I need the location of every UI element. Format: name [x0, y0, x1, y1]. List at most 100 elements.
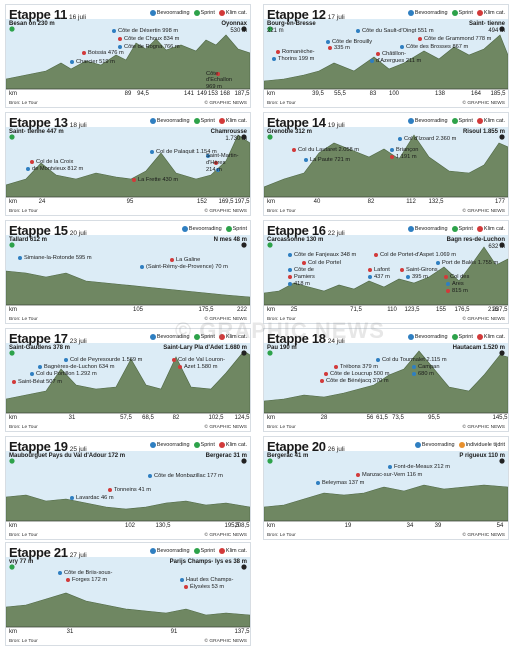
legend-label: Bevoorrading — [421, 442, 455, 448]
legend-item-supply: Bevoorrading — [149, 334, 190, 340]
label-pin — [214, 161, 218, 165]
supply-icon — [407, 334, 414, 340]
label-pin — [140, 265, 144, 269]
profile-label: 418 m — [294, 281, 310, 287]
credit-note: © GRAPHIC NEWS — [204, 101, 247, 106]
profile-label: Côte de — [294, 267, 314, 273]
legend-item-climb: Klim cat. — [476, 334, 505, 340]
source-note: Bron: Le Tour — [9, 533, 38, 538]
km-tick-label: 102 — [124, 523, 136, 529]
profile-area — [264, 134, 508, 198]
legend-item-supply: Bevoorrading — [407, 334, 448, 340]
km-tick-label: 89 — [124, 91, 132, 97]
label-pin — [288, 275, 292, 279]
stage-title: Etappe 18 — [267, 331, 326, 346]
profile-area — [264, 350, 508, 414]
legend-item-sprint: Sprint — [451, 10, 473, 16]
km-tick-label: 31 — [68, 415, 76, 421]
label-pin — [356, 29, 360, 33]
profile-label: Port de Balès 1.755 m — [442, 260, 499, 266]
label-pin — [374, 253, 378, 257]
profile-area — [6, 270, 250, 306]
sprint-icon — [225, 226, 232, 232]
profile-label: Saint-Martin- — [206, 153, 239, 159]
stage-title: Etappe 11 — [9, 7, 67, 22]
label-pin — [206, 154, 210, 158]
legend-item-supply: Bevoorrading — [181, 226, 222, 232]
km-tick-label: 19 — [344, 523, 352, 529]
km-tick-label: 169,5 — [218, 199, 234, 205]
elevation-profile — [6, 451, 250, 522]
legend-label: Bevoorrading — [414, 118, 448, 124]
legend-label: Klim cat. — [225, 548, 247, 554]
km-tick-label: 100 — [388, 91, 400, 97]
profile-label: Saint-Girons — [406, 267, 438, 273]
label-pin — [368, 275, 372, 279]
profile-label: Col du Tourmalet 2.115 m — [382, 357, 447, 363]
start-marker — [267, 242, 273, 248]
stage-panel-etappe-11: Etappe 11 16 juli Bevoorrading Sprint Klim c… — [5, 4, 251, 108]
label-pin — [272, 57, 276, 61]
label-pin — [82, 51, 86, 55]
profile-label: Col d'Izoard 2.360 m — [404, 136, 457, 142]
credit-note: © GRAPHIC NEWS — [204, 639, 247, 644]
profile-label: Col de Palaquit 1.154 m — [156, 149, 217, 155]
finish-place: Saint-Lary Pla d'Adet 1.680 m — [163, 345, 247, 351]
legend-item-supply: Bevoorrading — [149, 10, 190, 16]
profile-area — [6, 494, 250, 522]
profile-label: Azet 1.580 m — [184, 364, 218, 370]
credit-note: © GRAPHIC NEWS — [204, 533, 247, 538]
label-pin — [70, 496, 74, 500]
profile-label: Côte de Bénéjacq 370 m — [326, 378, 389, 384]
stage-title: Etappe 14 — [267, 115, 326, 130]
profile-label: Côte de Fanjeaux 348 m — [294, 252, 357, 258]
sprint-icon — [193, 548, 200, 554]
stage-date: 23 juli — [69, 338, 87, 345]
source-note: Bron: Le Tour — [9, 101, 38, 106]
start-place: Tallard 612 m — [9, 237, 47, 243]
legend-item-climb: Klim cat. — [218, 10, 247, 16]
finish-altitude: 632 m — [488, 244, 505, 250]
km-tick-label: 112 — [406, 199, 416, 205]
profile-area — [6, 34, 250, 90]
label-pin — [370, 59, 374, 63]
label-pin — [406, 275, 410, 279]
credit-note: © GRAPHIC NEWS — [204, 317, 247, 322]
finish-marker — [499, 350, 505, 356]
legend-label: Sprint — [200, 334, 215, 340]
profile-label: La Paute 721 m — [310, 157, 351, 163]
km-tick-label: 105 — [132, 307, 144, 313]
start-marker — [267, 458, 273, 464]
legend-label: Bevoorrading — [414, 10, 448, 16]
credit-note: © GRAPHIC NEWS — [204, 425, 247, 430]
legend-item-sprint: Sprint — [193, 10, 215, 16]
supply-icon — [407, 118, 414, 124]
start-marker — [9, 134, 15, 140]
stage-date: 25 juli — [69, 446, 87, 453]
legend-item-climb: Klim cat. — [476, 226, 505, 232]
stage-title: Etappe 12 — [267, 7, 326, 22]
stage-date: 19 juli — [327, 122, 345, 129]
km-tick-label: 149 — [196, 91, 208, 97]
profile-label: La Frette 430 m — [138, 177, 179, 183]
profile-label: Pamiers — [294, 274, 315, 280]
stage-panel-etappe-19: Etappe 19 25 juli Bevoorrading Sprint Klim c… — [5, 436, 251, 540]
profile-label: 815 m — [452, 288, 468, 294]
stage-panel-etappe-13: Etappe 13 18 juli Bevoorrading Sprint Klim c… — [5, 112, 251, 216]
profile-label: 214 m — [206, 167, 222, 173]
legend-label: Bevoorrading — [156, 548, 190, 554]
finish-marker — [241, 134, 247, 140]
stage-title: Etappe 15 — [9, 223, 68, 238]
km-tick-label: 55,5 — [334, 91, 346, 97]
start-place: Bourg-en-Bresse — [267, 21, 316, 27]
sprint-icon — [451, 226, 458, 232]
label-pin — [436, 261, 440, 265]
label-pin — [70, 60, 74, 64]
legend-item-climb: Klim cat. — [218, 334, 247, 340]
finish-marker — [241, 350, 247, 356]
itt-icon — [458, 442, 465, 448]
stage-header: Etappe 16 22 juli — [267, 222, 345, 240]
stage-title: Etappe 20 — [267, 439, 326, 454]
label-pin — [118, 45, 122, 49]
label-pin — [38, 365, 42, 369]
